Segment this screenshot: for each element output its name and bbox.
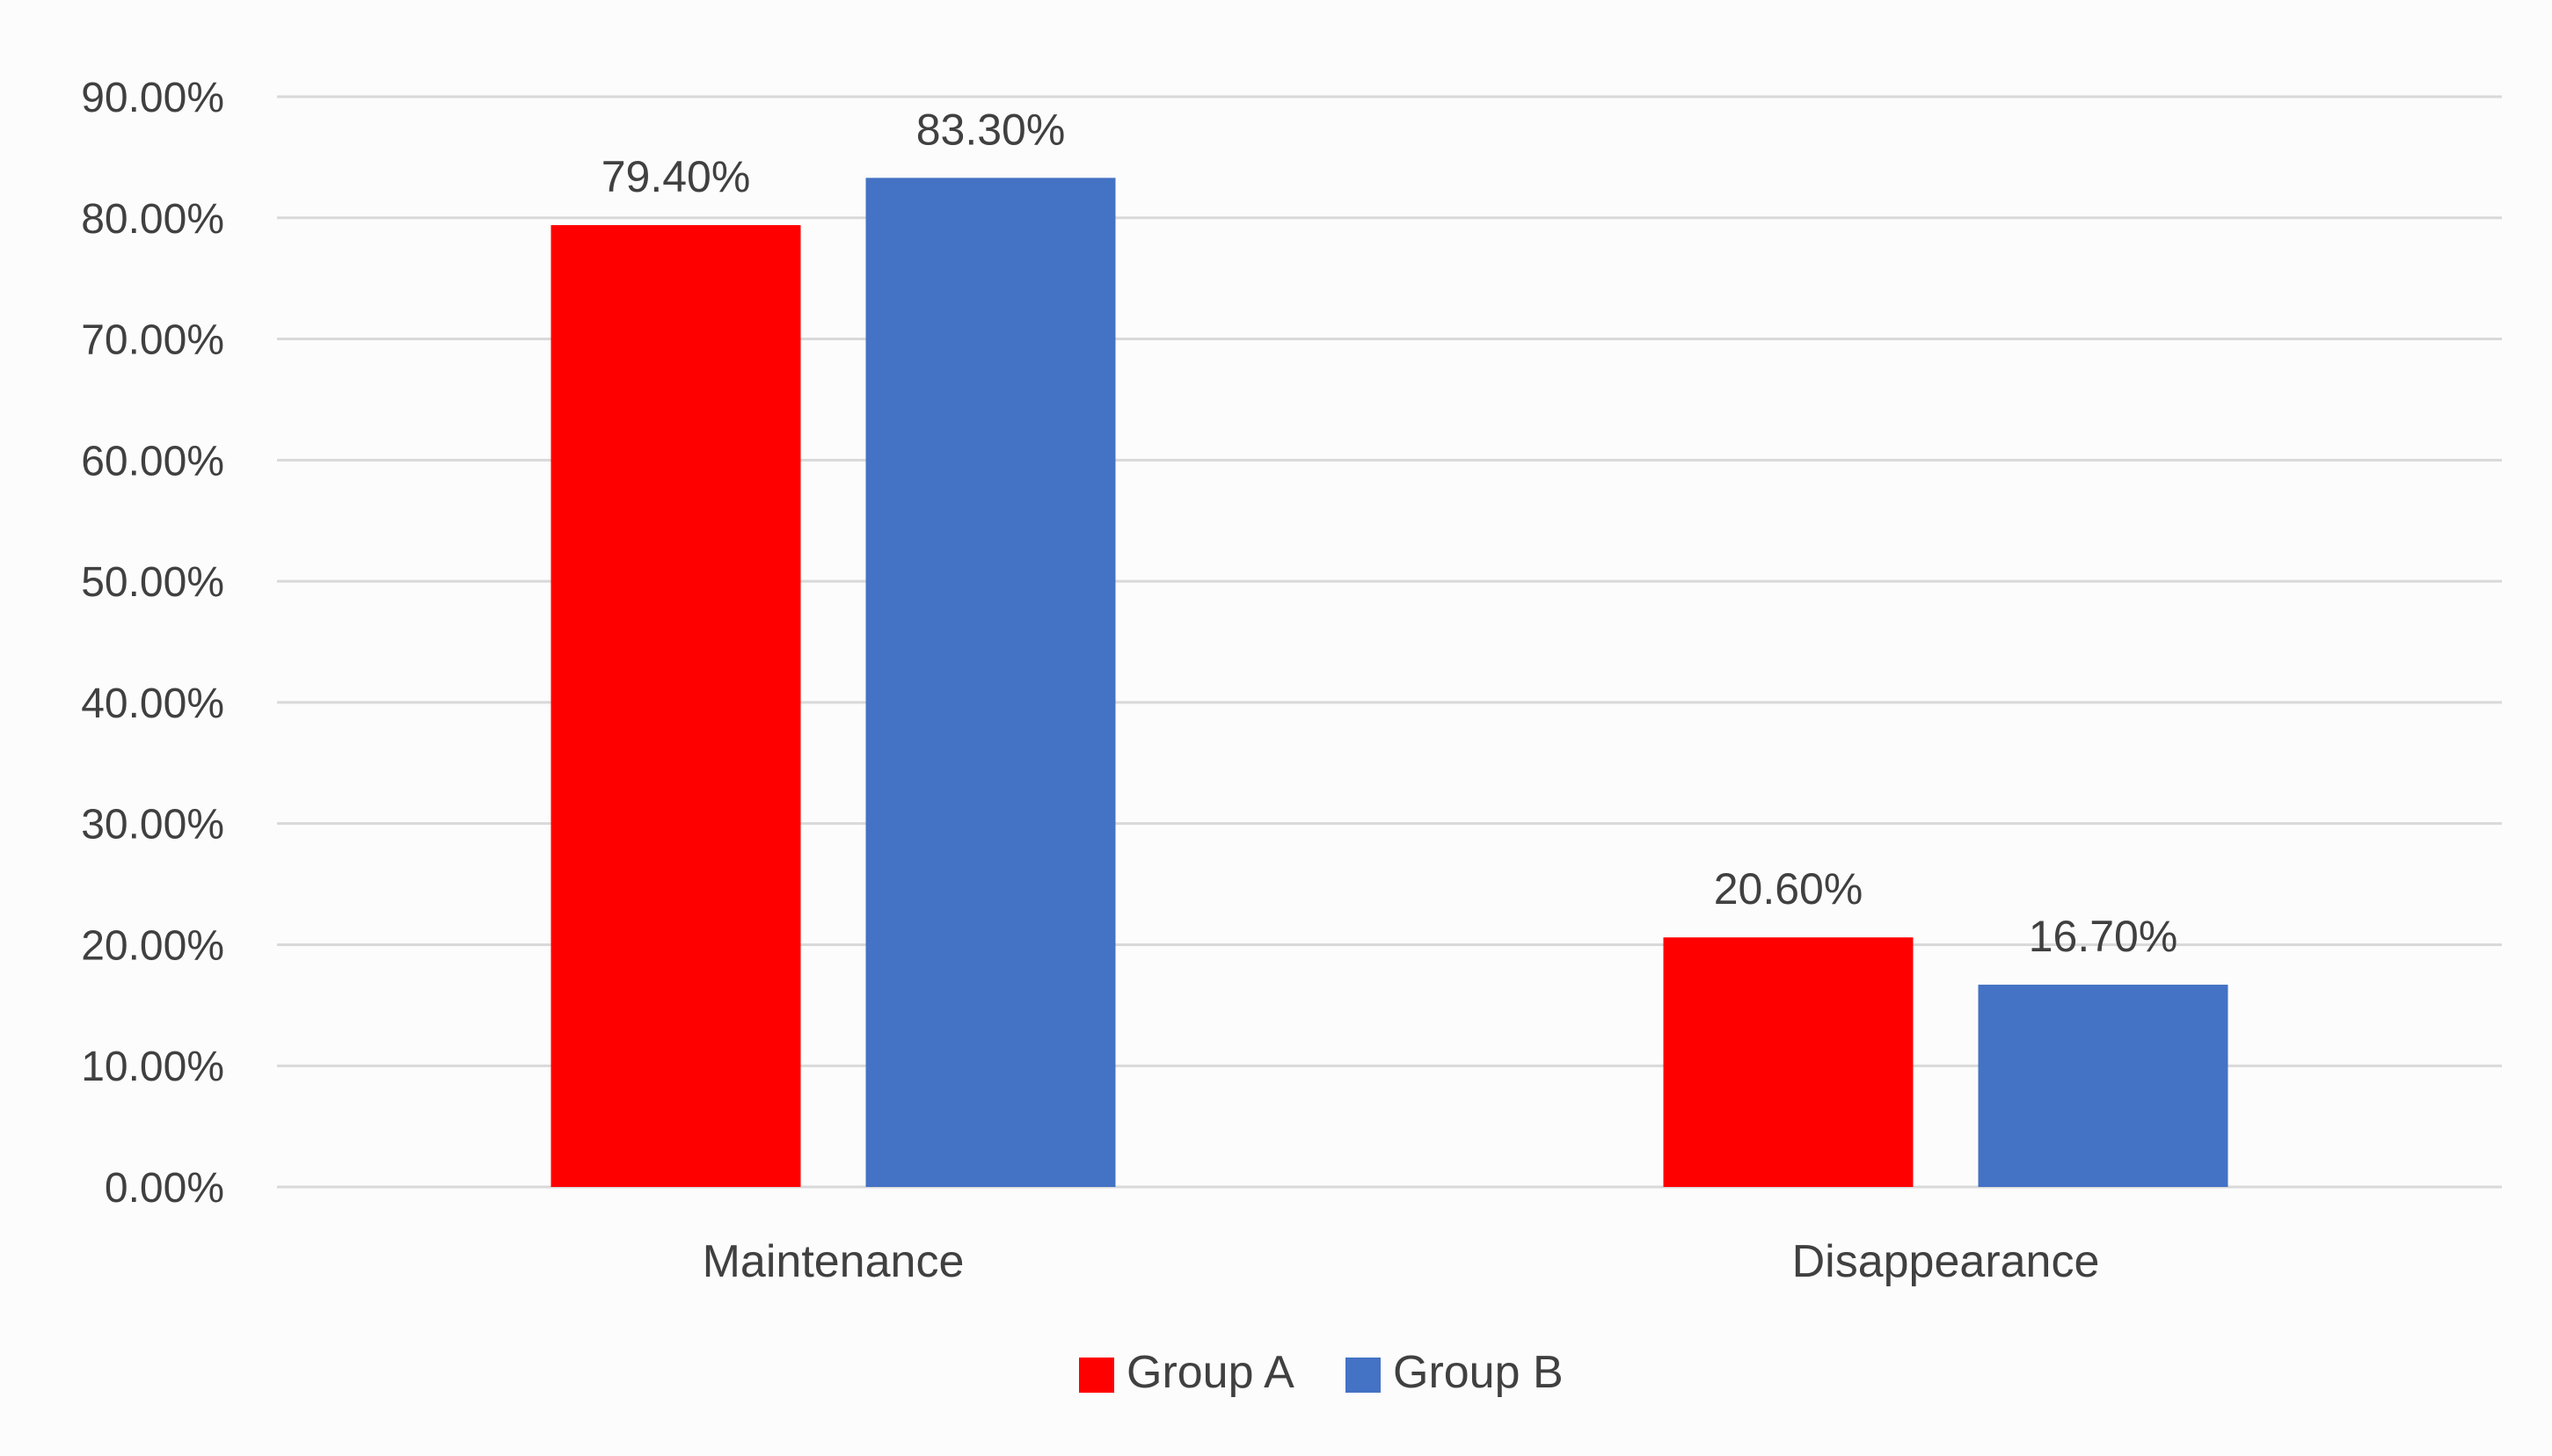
y-tick-label: 10.00% [81, 1044, 224, 1090]
legend-item: Group A [1079, 1347, 1294, 1398]
legend-item: Group B [1345, 1347, 1564, 1398]
data-label: 79.40% [602, 152, 751, 201]
y-tick-label: 0.00% [105, 1165, 224, 1212]
legend: Group A Group B [1079, 1347, 1564, 1398]
legend-label: Group A [1127, 1347, 1294, 1398]
y-tick-label: 20.00% [81, 922, 224, 969]
bar-group-a [551, 225, 801, 1187]
y-tick-label: 50.00% [81, 559, 224, 606]
y-tick-label: 60.00% [81, 438, 224, 484]
data-label: 16.70% [2029, 912, 2178, 961]
y-tick-label: 90.00% [81, 75, 224, 121]
y-axis-ticks: 0.00% 10.00% 20.00% 30.00% 40.00% 50.00% 60.00… [81, 75, 224, 1212]
bars [551, 178, 2228, 1187]
data-label: 20.60% [1714, 864, 1863, 914]
data-label: 83.30% [916, 105, 1066, 154]
y-tick-label: 70.00% [81, 317, 224, 364]
y-tick-label: 40.00% [81, 681, 224, 727]
bar-group-b [1978, 984, 2228, 1187]
bar-group-b [865, 178, 1116, 1187]
x-axis-categories: Maintenance Disappearance [703, 1236, 2100, 1287]
data-labels: 79.40% 83.30% 20.60% 16.70% [602, 105, 2178, 961]
x-category-label: Maintenance [703, 1236, 965, 1287]
x-category-label: Disappearance [1792, 1236, 2100, 1287]
bar-group-a [1663, 937, 1914, 1187]
legend-swatch [1079, 1358, 1114, 1393]
legend-label: Group B [1393, 1347, 1564, 1398]
y-tick-label: 30.00% [81, 802, 224, 848]
legend-swatch [1345, 1358, 1381, 1393]
y-tick-label: 80.00% [81, 196, 224, 243]
